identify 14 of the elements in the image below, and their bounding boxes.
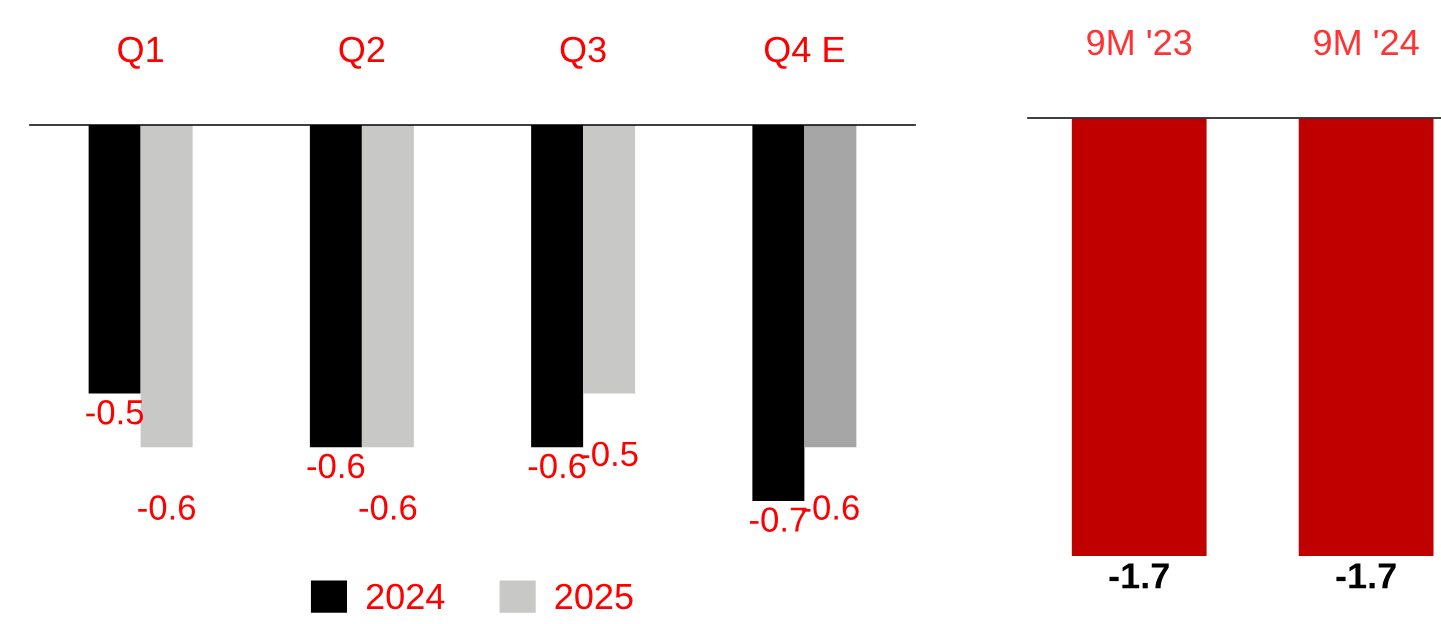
- data-label: -0.5: [86, 399, 144, 425]
- x-tick-label: Q2: [339, 36, 385, 69]
- data-label: -0.6: [307, 453, 365, 479]
- x-tick-label: Q3: [560, 36, 606, 69]
- data-label: -1.7: [1336, 563, 1396, 589]
- legend-label: 2025: [555, 583, 633, 610]
- x-tick-label: 9M '23: [1087, 29, 1192, 56]
- legend-label: 2024: [366, 583, 445, 610]
- x-tick-label: 9M '24: [1314, 29, 1419, 56]
- data-label: -1.7: [1109, 563, 1169, 589]
- data-label: -0.6: [359, 495, 417, 520]
- data-label: -0.6: [138, 495, 196, 520]
- x-tick-label: Q1: [118, 36, 163, 69]
- x-tick-label: Q4 E: [764, 36, 844, 69]
